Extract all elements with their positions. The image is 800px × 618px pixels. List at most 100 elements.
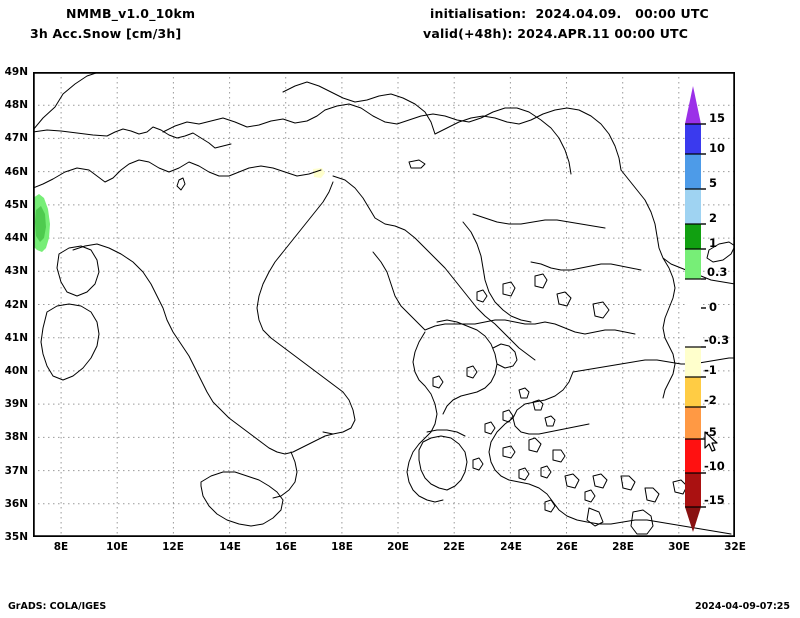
x-tick-20e: 20E	[387, 541, 409, 553]
y-tick-38n: 38N	[4, 431, 28, 443]
coast-turkey-west	[488, 417, 732, 535]
colorbar-label-03: 0.3	[707, 265, 728, 279]
map-canvas	[33, 72, 735, 537]
plot-frame	[33, 72, 735, 537]
y-tick-37n: 37N	[4, 465, 28, 477]
y-tick-39n: 39N	[4, 398, 28, 410]
border-romania-north	[434, 107, 622, 171]
snow-patch-western-alps-core	[35, 206, 46, 242]
y-tick-48n: 48N	[4, 99, 28, 111]
y-tick-44n: 44N	[4, 232, 28, 244]
colorbar-label-n03: -0.3	[704, 333, 730, 347]
x-tick-22e: 22E	[443, 541, 465, 553]
y-tick-43n: 43N	[4, 265, 28, 277]
field-name-label: 3h Acc.Snow [cm/3h]	[30, 26, 182, 41]
trace-precip-po-valley	[313, 168, 325, 178]
colorbar-label-1: 1	[709, 236, 718, 250]
coast-greece-west	[406, 331, 444, 503]
coast-chalkidiki	[492, 343, 518, 369]
x-tick-30e: 30E	[668, 541, 690, 553]
y-tick-46n: 46N	[4, 166, 28, 178]
coast-turkey-aegean	[512, 371, 590, 435]
initialisation-time-label: initialisation: 2024.04.09. 00:00 UTC	[430, 6, 709, 21]
border-france-swiss	[33, 126, 232, 149]
border-bulgaria-south	[534, 321, 636, 335]
border-north-central	[282, 81, 436, 135]
border-greece-north	[424, 319, 536, 331]
x-tick-18e: 18E	[331, 541, 353, 553]
colorbar-label-n15: -15	[704, 493, 725, 507]
map-plot-area	[33, 72, 735, 537]
coast-adriatic-east	[332, 175, 536, 361]
colorbar-label-n1: -1	[704, 363, 717, 377]
x-tick-8e: 8E	[53, 541, 69, 553]
y-tick-45n: 45N	[4, 199, 28, 211]
border-bulgaria-north	[530, 261, 642, 271]
coast-calabria	[272, 451, 298, 499]
coast-sicily	[200, 471, 284, 527]
colorbar-band-2-5	[685, 189, 701, 224]
border-italy-north	[33, 159, 322, 189]
colorbar-label-n2: -2	[704, 393, 717, 407]
lake-garda	[176, 177, 186, 191]
x-tick-32e: 32E	[724, 541, 746, 553]
x-tick-24e: 24E	[500, 541, 522, 553]
coast-italy-east	[256, 181, 356, 435]
y-tick-42n: 42N	[4, 299, 28, 311]
y-tick-41n: 41N	[4, 332, 28, 344]
coast-rhodes	[630, 509, 654, 535]
coastline-layer	[33, 72, 735, 535]
colorbar-label-n10: -10	[704, 459, 725, 473]
render-timestamp-label: 2024-04-09-07:25	[695, 601, 790, 612]
x-tick-14e: 14E	[219, 541, 241, 553]
grads-credit-label: GrADS: COLA/IGES	[8, 601, 107, 612]
colorbar-band-n10-n5	[685, 439, 701, 473]
coast-italy-west	[72, 243, 262, 443]
border-danube	[472, 213, 606, 229]
x-tick-28e: 28E	[612, 541, 634, 553]
border-alps-north	[162, 109, 326, 133]
y-tick-40n: 40N	[4, 365, 28, 377]
coast-crimea	[706, 241, 735, 263]
colorbar-band-03-1	[685, 249, 701, 279]
coast-france-nw	[33, 72, 100, 131]
mouse-cursor-icon	[704, 431, 718, 452]
x-tick-26e: 26E	[556, 541, 578, 553]
colorbar-band-n1-n03	[685, 347, 701, 377]
y-tick-47n: 47N	[4, 132, 28, 144]
colorbar-band-10-15	[685, 124, 701, 154]
valid-time-label: valid(+48h): 2024.APR.11 00:00 UTC	[423, 26, 689, 41]
x-tick-10e: 10E	[106, 541, 128, 553]
coast-corsica	[56, 245, 100, 297]
border-balkans-east	[462, 221, 532, 323]
border-ukraine-east	[620, 169, 735, 285]
y-tick-49n: 49N	[4, 66, 28, 78]
colorbar-band-over15	[685, 86, 701, 124]
x-tick-12e: 12E	[162, 541, 184, 553]
colorbar-band-under-n15	[685, 507, 701, 532]
snow-accumulation-field	[33, 168, 325, 255]
coast-turkey-north	[572, 357, 735, 373]
colorbar-band-5-10	[685, 154, 701, 189]
y-tick-36n: 36N	[4, 498, 28, 510]
coast-italy-south	[260, 433, 334, 455]
coast-black-sea-west	[662, 257, 676, 399]
y-tick-35n: 35N	[4, 531, 28, 543]
coast-peloponnese	[418, 435, 468, 491]
colorbar-label-5: 5	[709, 176, 718, 190]
coast-greece-central	[436, 319, 498, 415]
colorbar-band-n5-n2	[685, 407, 701, 439]
coast-sardinia	[40, 303, 100, 381]
colorbar-band-1-2	[685, 224, 701, 249]
aegean-islands	[432, 273, 688, 527]
grid-lines	[33, 72, 735, 537]
border-balkans	[372, 251, 426, 331]
colorbar-band-n2-n1	[685, 377, 701, 407]
colorbar-label-10: 10	[709, 141, 726, 155]
colorbar-label-0: 0	[709, 300, 718, 314]
colorbar-ticks	[701, 123, 706, 508]
colorbar	[685, 86, 706, 532]
colorbar-band-n15-n10	[685, 473, 701, 507]
x-tick-16e: 16E	[275, 541, 297, 553]
